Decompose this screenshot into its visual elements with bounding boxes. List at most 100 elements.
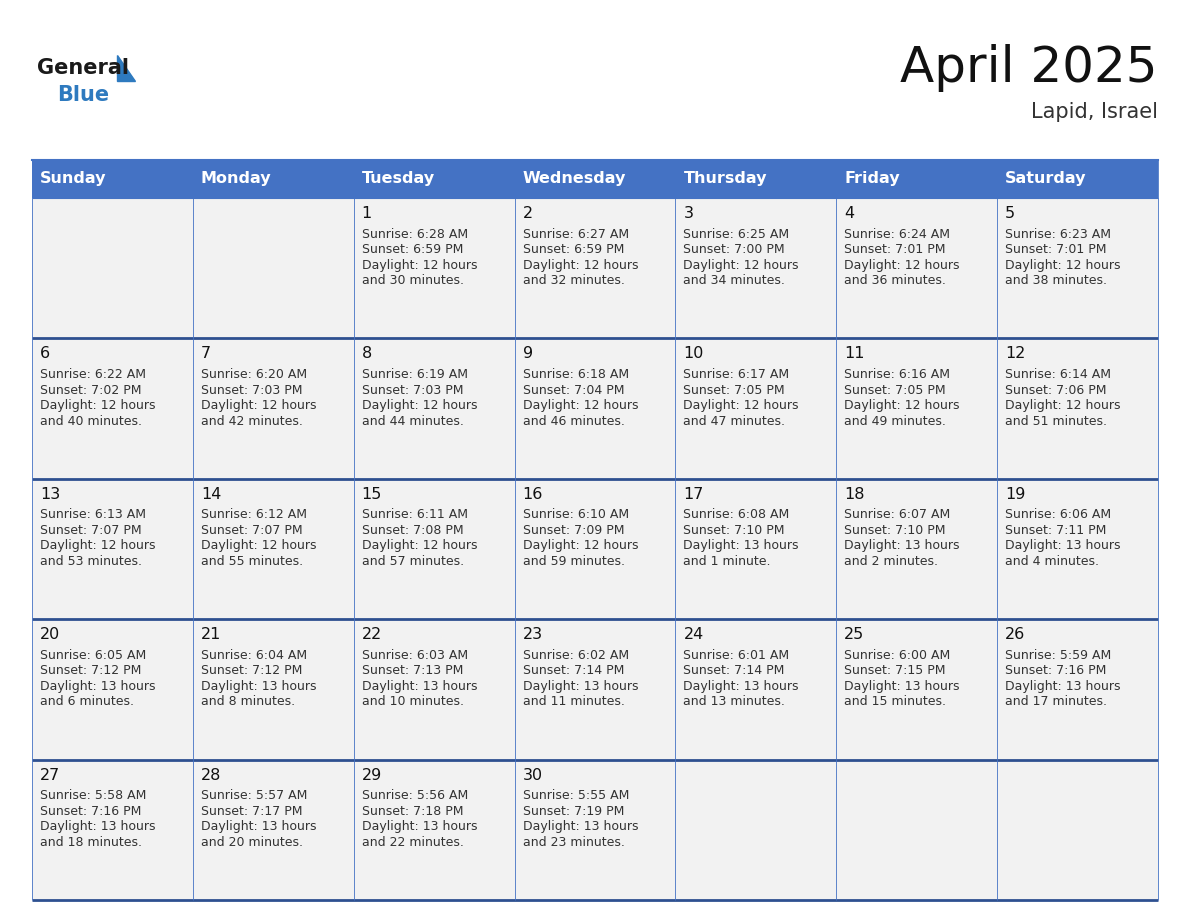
Text: Sunrise: 6:00 AM: Sunrise: 6:00 AM: [845, 649, 950, 662]
Text: Daylight: 13 hours: Daylight: 13 hours: [1005, 680, 1120, 693]
Text: Daylight: 12 hours: Daylight: 12 hours: [361, 399, 478, 412]
Text: and 17 minutes.: and 17 minutes.: [1005, 696, 1107, 709]
Text: Sunset: 7:01 PM: Sunset: 7:01 PM: [845, 243, 946, 256]
Text: 13: 13: [40, 487, 61, 502]
Bar: [192, 759, 354, 900]
Text: Sunrise: 6:07 AM: Sunrise: 6:07 AM: [845, 509, 950, 521]
Text: 14: 14: [201, 487, 221, 502]
Text: 7: 7: [201, 346, 211, 362]
Bar: [514, 160, 676, 198]
Bar: [676, 339, 836, 479]
Text: and 22 minutes.: and 22 minutes.: [361, 835, 463, 849]
Text: 24: 24: [683, 627, 703, 643]
Bar: [192, 620, 354, 759]
Text: Daylight: 12 hours: Daylight: 12 hours: [1005, 259, 1120, 272]
Text: Daylight: 13 hours: Daylight: 13 hours: [40, 680, 156, 693]
Text: Daylight: 12 hours: Daylight: 12 hours: [40, 540, 156, 553]
Text: and 46 minutes.: and 46 minutes.: [523, 415, 625, 428]
Text: Daylight: 13 hours: Daylight: 13 hours: [40, 821, 156, 834]
Text: 17: 17: [683, 487, 703, 502]
Text: Daylight: 12 hours: Daylight: 12 hours: [683, 399, 798, 412]
Text: and 6 minutes.: and 6 minutes.: [40, 696, 134, 709]
Text: Sunset: 7:14 PM: Sunset: 7:14 PM: [523, 665, 624, 677]
Text: Sunrise: 6:17 AM: Sunrise: 6:17 AM: [683, 368, 790, 381]
Text: Daylight: 13 hours: Daylight: 13 hours: [845, 680, 960, 693]
Text: Sunset: 7:04 PM: Sunset: 7:04 PM: [523, 384, 624, 397]
Text: Sunrise: 6:18 AM: Sunrise: 6:18 AM: [523, 368, 628, 381]
Text: Sunset: 7:07 PM: Sunset: 7:07 PM: [40, 524, 141, 537]
Text: Sunrise: 6:27 AM: Sunrise: 6:27 AM: [523, 228, 628, 241]
Text: Daylight: 12 hours: Daylight: 12 hours: [361, 259, 478, 272]
Text: Sunset: 7:01 PM: Sunset: 7:01 PM: [1005, 243, 1107, 256]
Text: Sunrise: 6:22 AM: Sunrise: 6:22 AM: [40, 368, 146, 381]
Text: Sunset: 7:12 PM: Sunset: 7:12 PM: [201, 665, 302, 677]
Text: Sunset: 7:17 PM: Sunset: 7:17 PM: [201, 805, 303, 818]
Text: Daylight: 13 hours: Daylight: 13 hours: [201, 821, 316, 834]
Bar: [676, 479, 836, 620]
Text: Sunrise: 5:55 AM: Sunrise: 5:55 AM: [523, 789, 628, 802]
Text: Sunrise: 6:10 AM: Sunrise: 6:10 AM: [523, 509, 628, 521]
Text: 4: 4: [845, 206, 854, 221]
Text: and 30 minutes.: and 30 minutes.: [361, 274, 463, 287]
Text: 21: 21: [201, 627, 221, 643]
Bar: [32, 339, 192, 479]
Text: Daylight: 12 hours: Daylight: 12 hours: [1005, 399, 1120, 412]
Text: and 59 minutes.: and 59 minutes.: [523, 555, 625, 568]
Text: Sunrise: 6:28 AM: Sunrise: 6:28 AM: [361, 228, 468, 241]
Text: Daylight: 12 hours: Daylight: 12 hours: [40, 399, 156, 412]
Text: 19: 19: [1005, 487, 1025, 502]
Text: Sunset: 7:19 PM: Sunset: 7:19 PM: [523, 805, 624, 818]
Text: Wednesday: Wednesday: [523, 172, 626, 186]
Bar: [514, 759, 676, 900]
Text: Sunrise: 6:03 AM: Sunrise: 6:03 AM: [361, 649, 468, 662]
Text: and 23 minutes.: and 23 minutes.: [523, 835, 625, 849]
Text: and 4 minutes.: and 4 minutes.: [1005, 555, 1099, 568]
Text: Sunset: 7:06 PM: Sunset: 7:06 PM: [1005, 384, 1107, 397]
Bar: [676, 160, 836, 198]
Text: and 20 minutes.: and 20 minutes.: [201, 835, 303, 849]
Text: Sunrise: 5:59 AM: Sunrise: 5:59 AM: [1005, 649, 1112, 662]
Bar: [192, 339, 354, 479]
Text: 9: 9: [523, 346, 532, 362]
Text: and 2 minutes.: and 2 minutes.: [845, 555, 939, 568]
Text: Sunset: 7:09 PM: Sunset: 7:09 PM: [523, 524, 624, 537]
Text: Daylight: 12 hours: Daylight: 12 hours: [523, 399, 638, 412]
Text: 2: 2: [523, 206, 532, 221]
Text: Daylight: 13 hours: Daylight: 13 hours: [361, 680, 478, 693]
Text: Sunset: 7:16 PM: Sunset: 7:16 PM: [1005, 665, 1106, 677]
Bar: [836, 620, 997, 759]
Text: Monday: Monday: [201, 172, 272, 186]
Text: 6: 6: [40, 346, 50, 362]
Bar: [997, 160, 1158, 198]
Text: Daylight: 12 hours: Daylight: 12 hours: [201, 540, 316, 553]
Text: Daylight: 13 hours: Daylight: 13 hours: [523, 821, 638, 834]
Text: and 36 minutes.: and 36 minutes.: [845, 274, 946, 287]
Text: Sunrise: 6:19 AM: Sunrise: 6:19 AM: [361, 368, 468, 381]
Bar: [32, 160, 192, 198]
Text: 3: 3: [683, 206, 694, 221]
Text: and 15 minutes.: and 15 minutes.: [845, 696, 947, 709]
Text: Sunset: 7:05 PM: Sunset: 7:05 PM: [683, 384, 785, 397]
Text: Sunset: 7:10 PM: Sunset: 7:10 PM: [683, 524, 785, 537]
Text: 29: 29: [361, 767, 383, 783]
Bar: [354, 620, 514, 759]
Text: and 57 minutes.: and 57 minutes.: [361, 555, 463, 568]
Bar: [192, 198, 354, 339]
Bar: [997, 759, 1158, 900]
Text: and 51 minutes.: and 51 minutes.: [1005, 415, 1107, 428]
Text: Daylight: 12 hours: Daylight: 12 hours: [523, 540, 638, 553]
Bar: [836, 160, 997, 198]
Text: Sunset: 7:03 PM: Sunset: 7:03 PM: [361, 384, 463, 397]
Text: and 13 minutes.: and 13 minutes.: [683, 696, 785, 709]
Bar: [514, 620, 676, 759]
Bar: [354, 479, 514, 620]
Text: Friday: Friday: [845, 172, 901, 186]
Bar: [997, 339, 1158, 479]
Text: General: General: [37, 58, 129, 78]
Text: 28: 28: [201, 767, 221, 783]
Bar: [514, 198, 676, 339]
Text: Sunrise: 6:25 AM: Sunrise: 6:25 AM: [683, 228, 790, 241]
Text: Daylight: 12 hours: Daylight: 12 hours: [683, 259, 798, 272]
Text: and 32 minutes.: and 32 minutes.: [523, 274, 625, 287]
Text: Sunrise: 6:05 AM: Sunrise: 6:05 AM: [40, 649, 146, 662]
